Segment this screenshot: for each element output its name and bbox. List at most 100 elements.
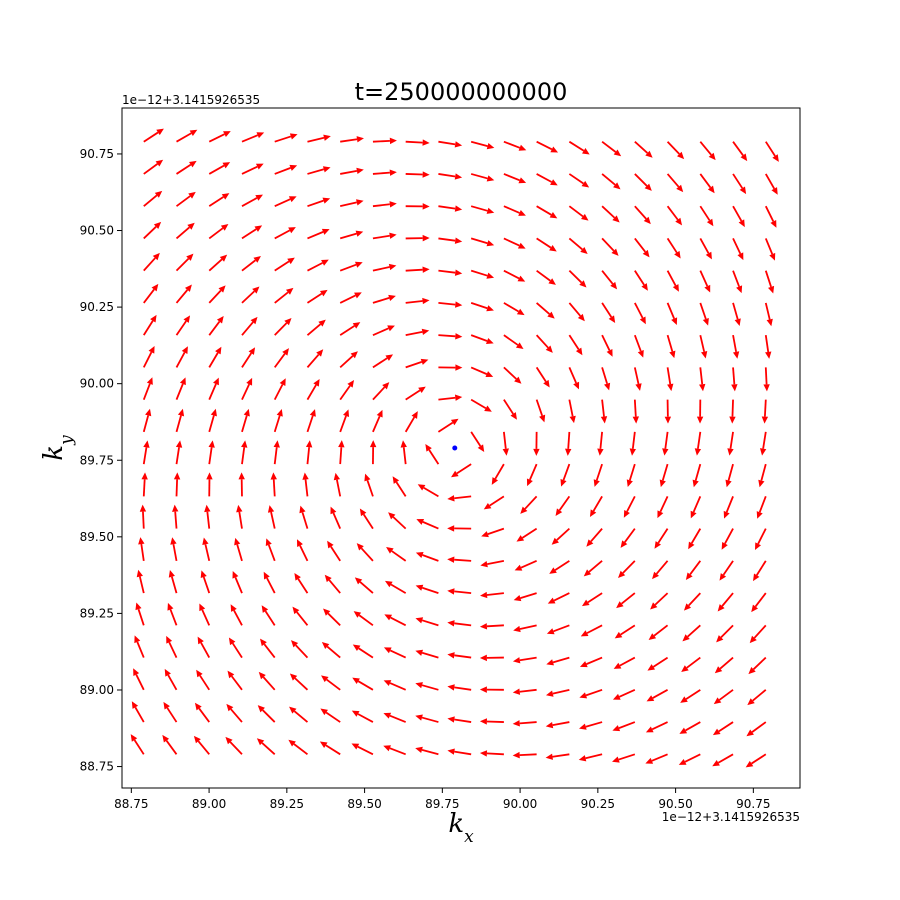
vector-arrow [633,334,644,358]
vector-arrow [650,592,669,610]
vector-arrow [438,269,463,276]
vector-arrow [634,141,653,158]
vector-arrow [405,234,430,242]
vector-arrow [270,472,277,497]
y-tick-label: 89.25 [80,606,114,620]
vector-arrow [292,606,309,626]
vector-arrow [194,702,210,723]
vector-arrow [238,472,245,497]
vector-arrow [338,440,345,465]
vector-arrow [479,686,504,693]
vector-arrow [425,443,440,465]
vector-arrow [263,571,276,594]
vector-arrow [162,734,178,755]
vector-arrow [714,656,734,674]
vector-arrow [646,689,669,702]
vector-arrow [589,495,603,518]
vector-arrow [746,721,767,737]
vector-arrow [470,366,494,378]
vector-arrow [416,518,439,530]
vector-arrow [163,701,178,723]
vector-arrow [200,570,211,594]
vector-arrow [447,684,472,691]
vector-arrow [143,221,162,240]
vector-arrow [438,364,463,371]
vector-arrow [699,237,712,260]
vector-arrow [417,484,439,498]
vector-arrow [234,537,243,562]
vector-arrow [681,656,701,673]
vector-arrow [273,378,286,401]
vector-arrow [258,671,276,691]
vector-arrow [597,431,604,456]
vector-arrow [339,199,364,208]
vector-arrow [583,560,603,577]
vector-arrow [372,325,395,336]
vector-arrow [134,635,145,658]
vector-arrow [405,386,426,401]
vector-arrow [645,721,668,733]
vector-arrow [470,269,495,279]
vector-arrow [614,624,636,639]
vector-arrow [729,399,736,424]
vector-arrow [447,620,472,627]
vector-arrow [632,399,639,424]
vector-arrow [764,270,775,294]
vector-arrow [274,164,298,175]
vector-arrow [683,592,701,611]
vector-arrow [364,473,374,497]
x-tick-label: 88.75 [114,797,148,811]
vector-arrow [143,252,160,272]
vector-arrow [288,739,309,756]
vector-arrow [415,746,439,756]
vector-arrow [568,205,589,221]
vector-arrow [712,721,734,736]
vector-arrow [732,173,747,195]
vector-arrow [666,367,674,392]
vector-arrow [470,302,494,312]
vector-arrow [579,688,603,699]
vector-arrow [372,137,397,145]
vector-arrow [405,297,430,305]
vector-arrow [320,708,341,723]
vector-arrow [384,580,407,594]
vector-arrow [479,718,504,725]
vector-arrow [321,642,341,659]
vector-arrow [372,232,397,240]
vector-arrow [612,689,636,700]
vector-arrow [503,302,525,316]
vector-arrow [289,673,309,691]
vector-arrow [241,286,260,304]
vector-arrow [763,367,770,392]
vector-arrow [551,527,570,545]
vector-arrow [612,753,636,763]
vector-arrow [274,257,295,272]
vector-arrow [175,222,195,240]
vector-arrow [634,302,646,325]
vector-arrow [712,753,734,767]
vector-arrow [405,266,430,273]
vector-arrow [470,334,494,345]
x-tick-label: 90.00 [503,797,537,811]
vector-arrow [586,528,603,547]
vector-arrow [470,237,495,247]
vector-arrow [560,463,571,487]
vector-arrow [613,656,636,669]
vector-arrow [415,617,439,627]
vector-arrow [168,570,178,594]
vector-arrow [208,223,229,240]
vector-arrow [405,328,430,337]
vector-arrow [339,351,358,369]
vector-arrow [479,750,504,757]
vector-arrow [383,712,407,723]
vector-arrow [754,528,767,551]
vector-arrow [135,602,145,626]
vector-arrow [274,133,298,143]
vector-arrow [208,315,224,336]
vector-arrow [354,577,374,594]
vector-arrow [547,592,570,604]
vector-arrow [339,322,361,336]
vector-arrow [503,237,526,249]
vector-arrow [719,560,734,581]
vector-arrow [193,735,210,755]
